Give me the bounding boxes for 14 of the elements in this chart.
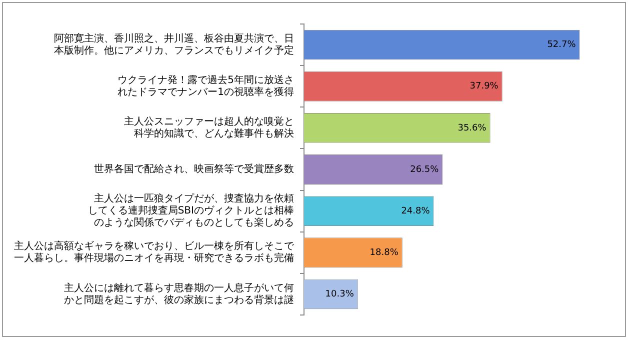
- y-tick-label: 主人公は一匹狼タイプだが、捜査協力を依頼してくる連邦捜査局SBIのヴィクトルとは相棒のような関係でバディものとしても楽しめる: [88, 192, 294, 229]
- data-label: 10.3%: [325, 290, 354, 300]
- y-tick-label: 主人公には離れて暮らす思春期の一人息子がいて何かと問題を起こすが、彼の家族にまつわる背景は謎: [64, 282, 294, 306]
- y-tick-label: 世界各国で配給され、映画祭等で受賞歴多数: [94, 163, 294, 176]
- data-label: 35.6%: [458, 123, 487, 134]
- y-tick-label: 主人公スニッファーは超人的な嗅覚と科学的知識で、どんな難事件も解決: [124, 116, 294, 140]
- data-label: 24.8%: [401, 206, 430, 216]
- data-label: 18.8%: [370, 248, 399, 258]
- data-label: 26.5%: [410, 164, 440, 175]
- data-label: 52.7%: [547, 40, 576, 50]
- data-label: 37.9%: [470, 82, 499, 92]
- y-tick-label: ウクライナ発！露で過去5年間に放送されたドラマでナンバー1の視聴率を獲得: [118, 74, 294, 98]
- y-tick-label: 阿部寛主演、香川照之、井川遥、板谷由夏共演で、日本版制作。他にアメリカ、フランスでもリメイク予定: [54, 32, 294, 56]
- y-tick-label: 主人公は高額なギャラを稼いでおり、ビル一棟を所有しそこで一人暮らし。事件現場のニオイを再現・研究できるラボも完備: [14, 240, 295, 264]
